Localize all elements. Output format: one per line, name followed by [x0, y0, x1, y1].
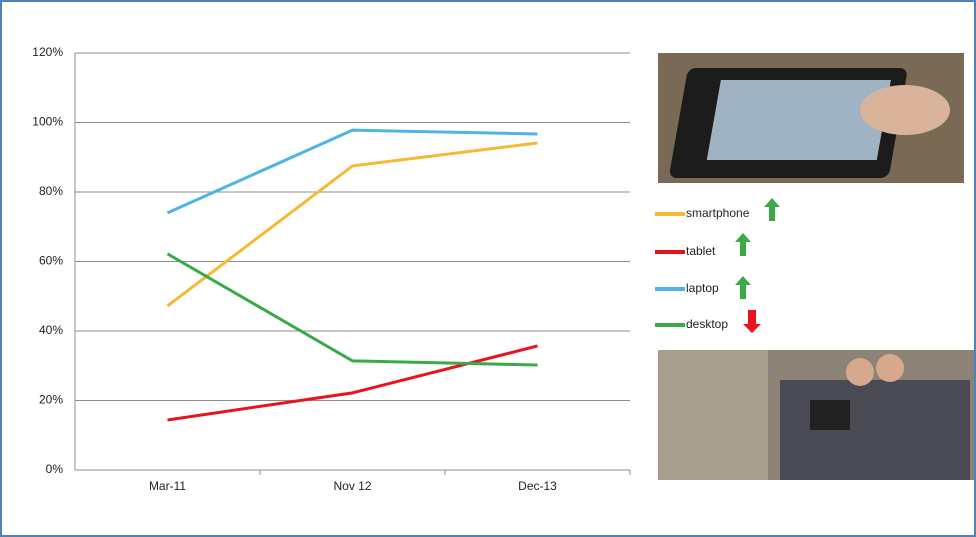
legend-label: smartphone: [686, 206, 750, 220]
series-line: [166, 141, 538, 308]
photo-tablet: [658, 53, 964, 183]
y-tick-label: 60%: [39, 254, 63, 268]
legend-label: laptop: [686, 281, 719, 295]
series-line: [166, 128, 538, 215]
series-line: [166, 252, 538, 367]
y-tick-label: 20%: [39, 393, 63, 407]
y-tick-label: 100%: [32, 115, 63, 129]
y-tick-label: 120%: [32, 45, 63, 59]
x-tick-label: Mar-11: [149, 479, 186, 493]
legend-label: tablet: [686, 244, 716, 258]
x-tick-label: Dec-13: [518, 479, 557, 493]
y-tick-label: 40%: [39, 323, 63, 337]
x-tick-label: Nov 12: [333, 479, 371, 493]
y-tick-label: 80%: [39, 184, 63, 198]
legend-label: desktop: [686, 317, 728, 331]
y-tick-label: 0%: [46, 462, 64, 476]
series-line: [167, 344, 538, 422]
photo-students: [658, 350, 974, 480]
trend-arrows: [735, 198, 780, 333]
